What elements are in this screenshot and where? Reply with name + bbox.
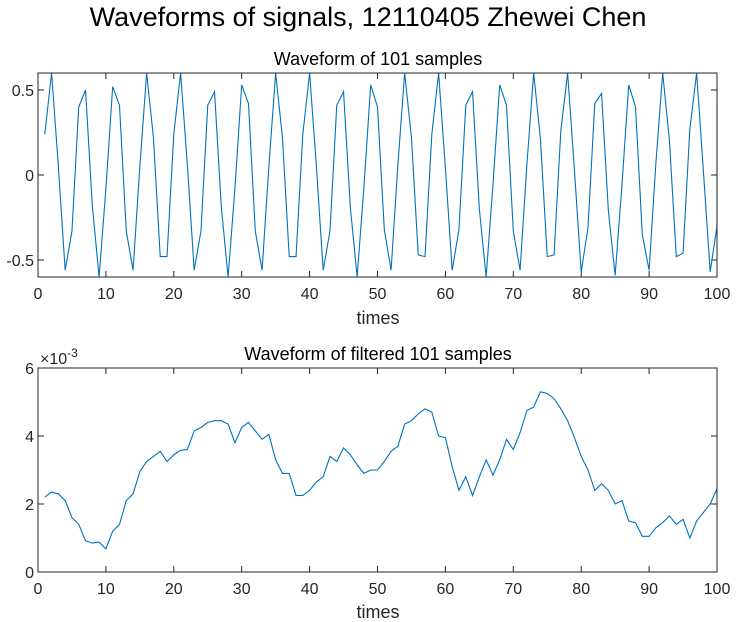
plot-1-title: Waveform of 101 samples	[274, 49, 482, 69]
plot-1-ytick-label: 0.5	[12, 83, 34, 100]
plot-2-xtick-label: 40	[301, 581, 319, 598]
plot-1-xtick-label: 60	[437, 286, 455, 303]
plot-1-xtick-label: 70	[504, 286, 522, 303]
plot-2-xtick-label: 80	[572, 581, 590, 598]
plot-2-ticks: 0 10 20 30 40 50 60 70 80 90 100 0 2 4 6	[25, 361, 730, 598]
plot-1-xtick-label: 20	[165, 286, 183, 303]
plot-1-xtick-label: 80	[572, 286, 590, 303]
plot-2-xtick-label: 60	[437, 581, 455, 598]
plot-2-xtick-label: 10	[97, 581, 115, 598]
plot-1-xtick-label: 30	[233, 286, 251, 303]
plot-2-exponent-label: ×10-3	[40, 346, 78, 368]
plot-1-axes-box	[37, 72, 718, 278]
plot-1-xtick-label: 0	[34, 286, 43, 303]
plot-2-xtick-label: 50	[369, 581, 387, 598]
plot-2-axes-box	[37, 367, 718, 573]
plot-2-ytick-label: 6	[25, 361, 34, 378]
plot-2: Waveform of filtered 101 samples ×10-3 0…	[25, 344, 730, 622]
plot-2-title: Waveform of filtered 101 samples	[244, 344, 511, 364]
plot-1-xlabel: times	[356, 308, 399, 328]
plot-1-xtick-label: 10	[97, 286, 115, 303]
plot-2-xtick-label: 30	[233, 581, 251, 598]
plot-1-xtick-label: 90	[640, 286, 658, 303]
plot-2-ytick-label: 2	[25, 497, 34, 514]
plot-2-xtick-label: 90	[640, 581, 658, 598]
plot-2-xtick-label: 70	[504, 581, 522, 598]
plot-2-ytick-label: 0	[25, 565, 34, 582]
plot-1-ytick-label: 0	[25, 168, 34, 185]
plot-2-xlabel: times	[356, 602, 399, 622]
plot-2-xtick-label: 0	[34, 581, 43, 598]
plot-2-xtick-label: 100	[704, 581, 731, 598]
plot-1: Waveform of 101 samples 0 10 20 30 40 50 60 70 8…	[6, 49, 730, 328]
figure-suptitle: Waveforms of signals, 12110405 Zhewei Ch…	[89, 2, 647, 32]
plot-1-ytick-label: -0.5	[6, 253, 34, 270]
plot-2-xtick-label: 20	[165, 581, 183, 598]
plot-1-xtick-label: 100	[704, 286, 731, 303]
plot-2-series-line	[44, 391, 718, 550]
plot-1-ticks: 0 10 20 30 40 50 60 70 80 90 100-0.500.5	[6, 73, 730, 303]
plot-1-xtick-label: 40	[301, 286, 319, 303]
plot-1-series-line	[44, 72, 718, 278]
plot-1-xtick-label: 50	[369, 286, 387, 303]
plot-2-ytick-label: 4	[25, 429, 34, 446]
